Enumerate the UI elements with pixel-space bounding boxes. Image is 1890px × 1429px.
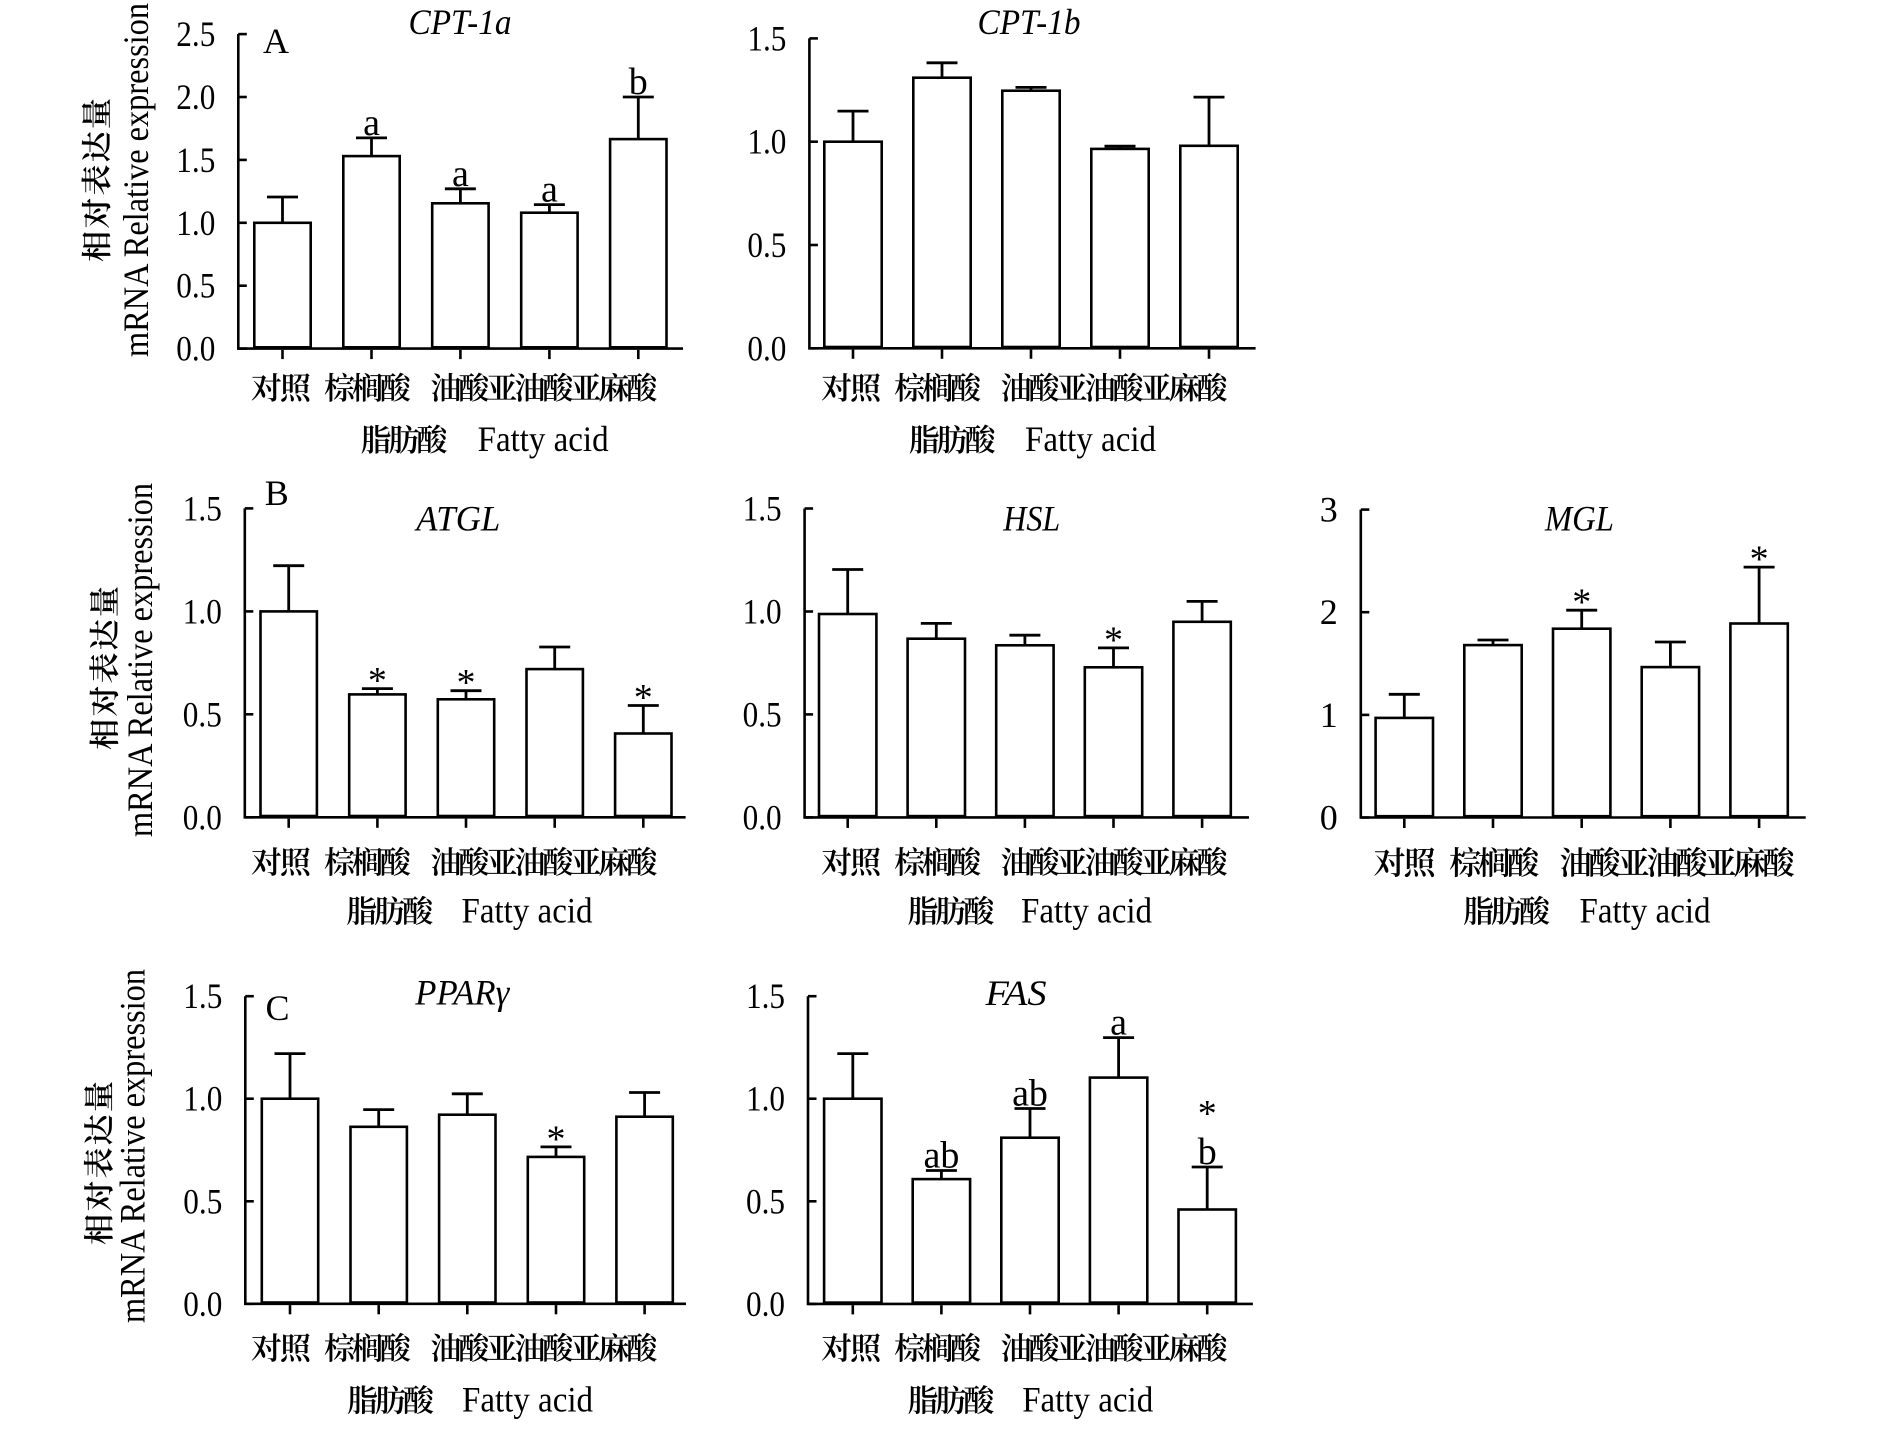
svg-text:Fatty acid: Fatty acid: [462, 1380, 593, 1420]
svg-text:0.0: 0.0: [746, 1284, 785, 1324]
svg-text:Fatty acid: Fatty acid: [1021, 890, 1152, 930]
svg-text:PPARγ: PPARγ: [414, 973, 510, 1013]
svg-text:*: *: [1750, 539, 1769, 581]
svg-text:B: B: [265, 473, 289, 513]
svg-text:Fatty acid: Fatty acid: [478, 419, 609, 459]
svg-text:1.0: 1.0: [183, 591, 222, 631]
svg-text:b: b: [1198, 1131, 1217, 1173]
svg-text:CPT-1a: CPT-1a: [409, 2, 512, 42]
svg-text:2.0: 2.0: [176, 77, 215, 117]
svg-text:ab: ab: [1012, 1073, 1048, 1115]
svg-text:mRNA Relative expression: mRNA Relative expression: [113, 969, 153, 1323]
svg-text:HSL: HSL: [1002, 499, 1060, 539]
svg-text:3: 3: [1320, 490, 1338, 530]
svg-text:1.5: 1.5: [183, 488, 222, 528]
svg-text:*: *: [457, 662, 476, 704]
svg-text:ATGL: ATGL: [414, 499, 500, 539]
svg-text:1.0: 1.0: [183, 1079, 222, 1119]
svg-text:0.0: 0.0: [183, 797, 222, 837]
svg-text:CPT-1b: CPT-1b: [978, 2, 1081, 42]
svg-text:a: a: [1110, 1002, 1127, 1044]
svg-text:*: *: [634, 677, 653, 719]
svg-text:1.0: 1.0: [747, 122, 786, 162]
svg-text:Fatty acid: Fatty acid: [1580, 890, 1711, 930]
svg-text:0.5: 0.5: [743, 694, 782, 734]
svg-text:*: *: [1198, 1093, 1217, 1135]
svg-text:0.5: 0.5: [746, 1181, 785, 1221]
svg-text:Fatty acid: Fatty acid: [1025, 419, 1156, 459]
svg-text:0: 0: [1320, 798, 1338, 838]
svg-text:*: *: [547, 1118, 566, 1160]
svg-text:1.5: 1.5: [176, 140, 215, 180]
svg-text:1.5: 1.5: [746, 976, 785, 1016]
svg-text:1.0: 1.0: [746, 1079, 785, 1119]
svg-text:0.5: 0.5: [183, 1181, 222, 1221]
svg-text:*: *: [368, 660, 387, 702]
svg-text:0.0: 0.0: [183, 1284, 222, 1324]
svg-text:0.5: 0.5: [183, 694, 222, 734]
svg-text:1.5: 1.5: [743, 489, 782, 529]
svg-text:mRNA Relative expression: mRNA Relative expression: [120, 483, 160, 837]
svg-text:0.0: 0.0: [176, 329, 215, 369]
svg-text:a: a: [452, 153, 469, 195]
svg-text:a: a: [541, 169, 558, 211]
svg-text:*: *: [1104, 620, 1123, 662]
svg-text:mRNA Relative expression: mRNA Relative expression: [116, 3, 156, 357]
svg-text:Fatty acid: Fatty acid: [1022, 1380, 1153, 1420]
svg-text:0.0: 0.0: [747, 328, 786, 368]
svg-text:*: *: [1572, 582, 1591, 624]
svg-text:2.5: 2.5: [176, 14, 215, 54]
svg-text:b: b: [629, 61, 648, 103]
svg-text:A: A: [263, 21, 289, 61]
svg-text:1.0: 1.0: [176, 203, 215, 243]
svg-text:1: 1: [1320, 695, 1338, 735]
svg-text:ab: ab: [923, 1135, 959, 1177]
svg-text:FAS: FAS: [984, 973, 1046, 1013]
svg-text:MGL: MGL: [1544, 499, 1614, 539]
svg-text:Fatty acid: Fatty acid: [462, 890, 593, 930]
svg-text:1.5: 1.5: [183, 976, 222, 1016]
svg-text:2: 2: [1320, 592, 1338, 632]
svg-text:a: a: [363, 102, 380, 144]
svg-text:1.0: 1.0: [743, 592, 782, 632]
svg-text:0.5: 0.5: [176, 266, 215, 306]
svg-text:C: C: [265, 988, 289, 1028]
svg-text:0.0: 0.0: [743, 797, 782, 837]
svg-text:0.5: 0.5: [747, 225, 786, 265]
svg-text:1.5: 1.5: [747, 18, 786, 58]
